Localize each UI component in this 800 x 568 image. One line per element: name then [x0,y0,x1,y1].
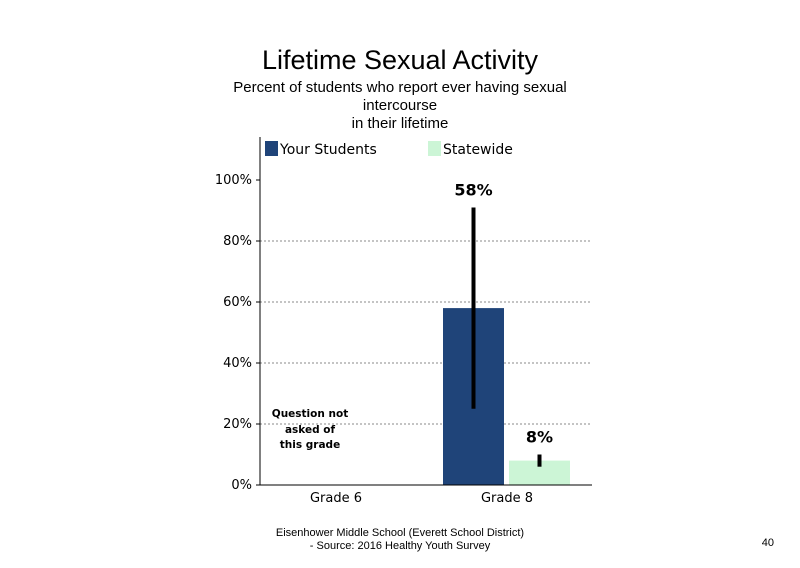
data-label: 58% [454,180,492,199]
y-tick-label: 20% [223,417,252,432]
y-tick-label: 40% [223,356,252,371]
footer-line-school: Eisenhower Middle School (Everett School… [275,527,525,539]
annotation-line: asked of [285,424,336,436]
subtitle-line: in their lifetime [351,115,449,132]
data-label: 8% [526,428,553,447]
legend-label-your-students: Your Students [279,142,377,158]
annotation-line: Question not [272,408,348,420]
x-tick-label: Grade 6 [310,491,362,506]
y-tick-label: 100% [215,173,252,188]
legend-swatch-statewide [428,141,441,156]
y-tick-label: 0% [231,478,252,493]
legend-label-statewide: Statewide [443,142,513,158]
footer-line-source: - Source: 2016 Healthy Youth Survey [309,540,491,552]
legend: Your Students Statewide [265,141,513,158]
tick-layer: 0% 20% 40% 60% 80% 100% Grade 6 Grade 8 [215,173,533,506]
x-tick-label: Grade 8 [481,491,533,506]
axis-layer [259,137,592,486]
subtitle-line: intercourse [362,97,438,114]
page-number: 40 [761,537,774,549]
footer-source: Eisenhower Middle School (Everett School… [250,527,550,553]
y-tick-label: 80% [223,234,252,249]
grid-layer [260,240,592,425]
legend-swatch-your-students [265,141,278,156]
chart-title: Lifetime Sexual Activity [261,45,539,75]
bar-layer [443,308,570,485]
chart-subtitle: Percent of students who report ever havi… [205,79,595,133]
subtitle-line: Percent of students who report ever havi… [233,79,567,96]
annotation-not-asked: Question not asked of this grade [272,408,348,451]
label-layer: 58% 8% [454,180,553,446]
annotation-line: this grade [280,439,340,451]
y-tick-label: 60% [223,295,252,310]
error-layer [471,207,542,467]
